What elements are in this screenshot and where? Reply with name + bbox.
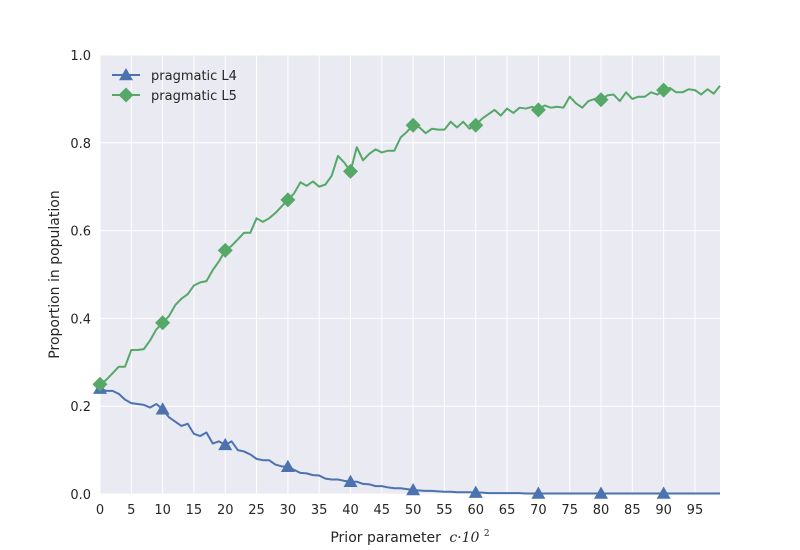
- legend-label: pragmatic L4: [151, 69, 237, 84]
- series-marker: [405, 117, 421, 133]
- series-marker: [594, 486, 609, 499]
- series-marker: [406, 483, 421, 496]
- x-tick-label: 45: [374, 503, 391, 518]
- y-tick-label: 1.0: [70, 49, 91, 64]
- series-marker: [530, 102, 546, 118]
- x-tick-label: 20: [217, 503, 234, 518]
- x-tick-label: 40: [342, 503, 359, 518]
- x-tick-label: 80: [593, 503, 610, 518]
- series-marker: [656, 486, 671, 499]
- y-axis-ticks: 0.0 0.2 0.4 0.6 0.8 1.0: [70, 49, 91, 503]
- y-tick-label: 0.8: [70, 137, 91, 152]
- series-marker: [280, 459, 295, 473]
- x-tick-label: 90: [655, 503, 672, 518]
- x-axis-label-exponent: 2: [484, 529, 490, 539]
- y-tick-label: 0.2: [70, 400, 91, 415]
- x-axis-label-text: Prior parameter: [330, 530, 441, 546]
- legend: pragmatic L4 pragmatic L5: [112, 68, 237, 104]
- x-tick-label: 10: [154, 503, 171, 518]
- legend-item: pragmatic L5: [112, 87, 237, 104]
- y-tick-label: 0.6: [70, 225, 91, 240]
- x-tick-label: 5: [127, 503, 135, 518]
- series-1: [92, 82, 721, 392]
- series-marker: [468, 117, 484, 133]
- x-tick-label: 60: [467, 503, 484, 518]
- y-tick-label: 0.4: [70, 312, 91, 327]
- x-tick-label: 85: [624, 503, 641, 518]
- x-tick-label: 75: [561, 503, 578, 518]
- series-marker: [155, 315, 171, 331]
- x-tick-label: 25: [248, 503, 265, 518]
- series-layer: [92, 82, 721, 499]
- series-marker: [656, 82, 672, 98]
- series-marker: [343, 474, 358, 487]
- series-marker: [217, 242, 233, 258]
- series-marker: [593, 92, 609, 108]
- x-tick-label: 15: [186, 503, 203, 518]
- series-0: [93, 381, 720, 499]
- plot-background: [100, 55, 720, 494]
- legend-marker: [119, 68, 133, 81]
- y-tick-label: 0.0: [70, 488, 91, 503]
- x-axis-ticks: 0 5 10 15 20 25 30 35 40 45 50 55 60 65 70 75 80 85 90 95: [96, 503, 703, 518]
- x-tick-label: 0: [96, 503, 104, 518]
- series-marker: [531, 486, 546, 499]
- series-marker: [218, 437, 233, 451]
- x-tick-label: 55: [436, 503, 453, 518]
- series-marker: [280, 192, 296, 208]
- series-marker: [92, 376, 108, 392]
- x-tick-label: 65: [499, 503, 516, 518]
- x-tick-label: 95: [687, 503, 704, 518]
- legend-label: pragmatic L5: [151, 89, 237, 104]
- legend-item: pragmatic L4: [112, 68, 237, 84]
- y-axis-label: Proportion in population: [47, 190, 63, 358]
- x-axis-label-math: c·10: [449, 530, 479, 546]
- legend-marker: [118, 87, 134, 103]
- x-tick-label: 35: [311, 503, 328, 518]
- x-tick-label: 50: [405, 503, 422, 518]
- series-marker: [468, 485, 483, 498]
- series-marker: [343, 163, 359, 179]
- x-tick-label: 70: [530, 503, 547, 518]
- x-axis-label: Prior parameter c·10 2: [330, 529, 489, 546]
- x-tick-label: 30: [280, 503, 297, 518]
- series-marker: [155, 402, 170, 415]
